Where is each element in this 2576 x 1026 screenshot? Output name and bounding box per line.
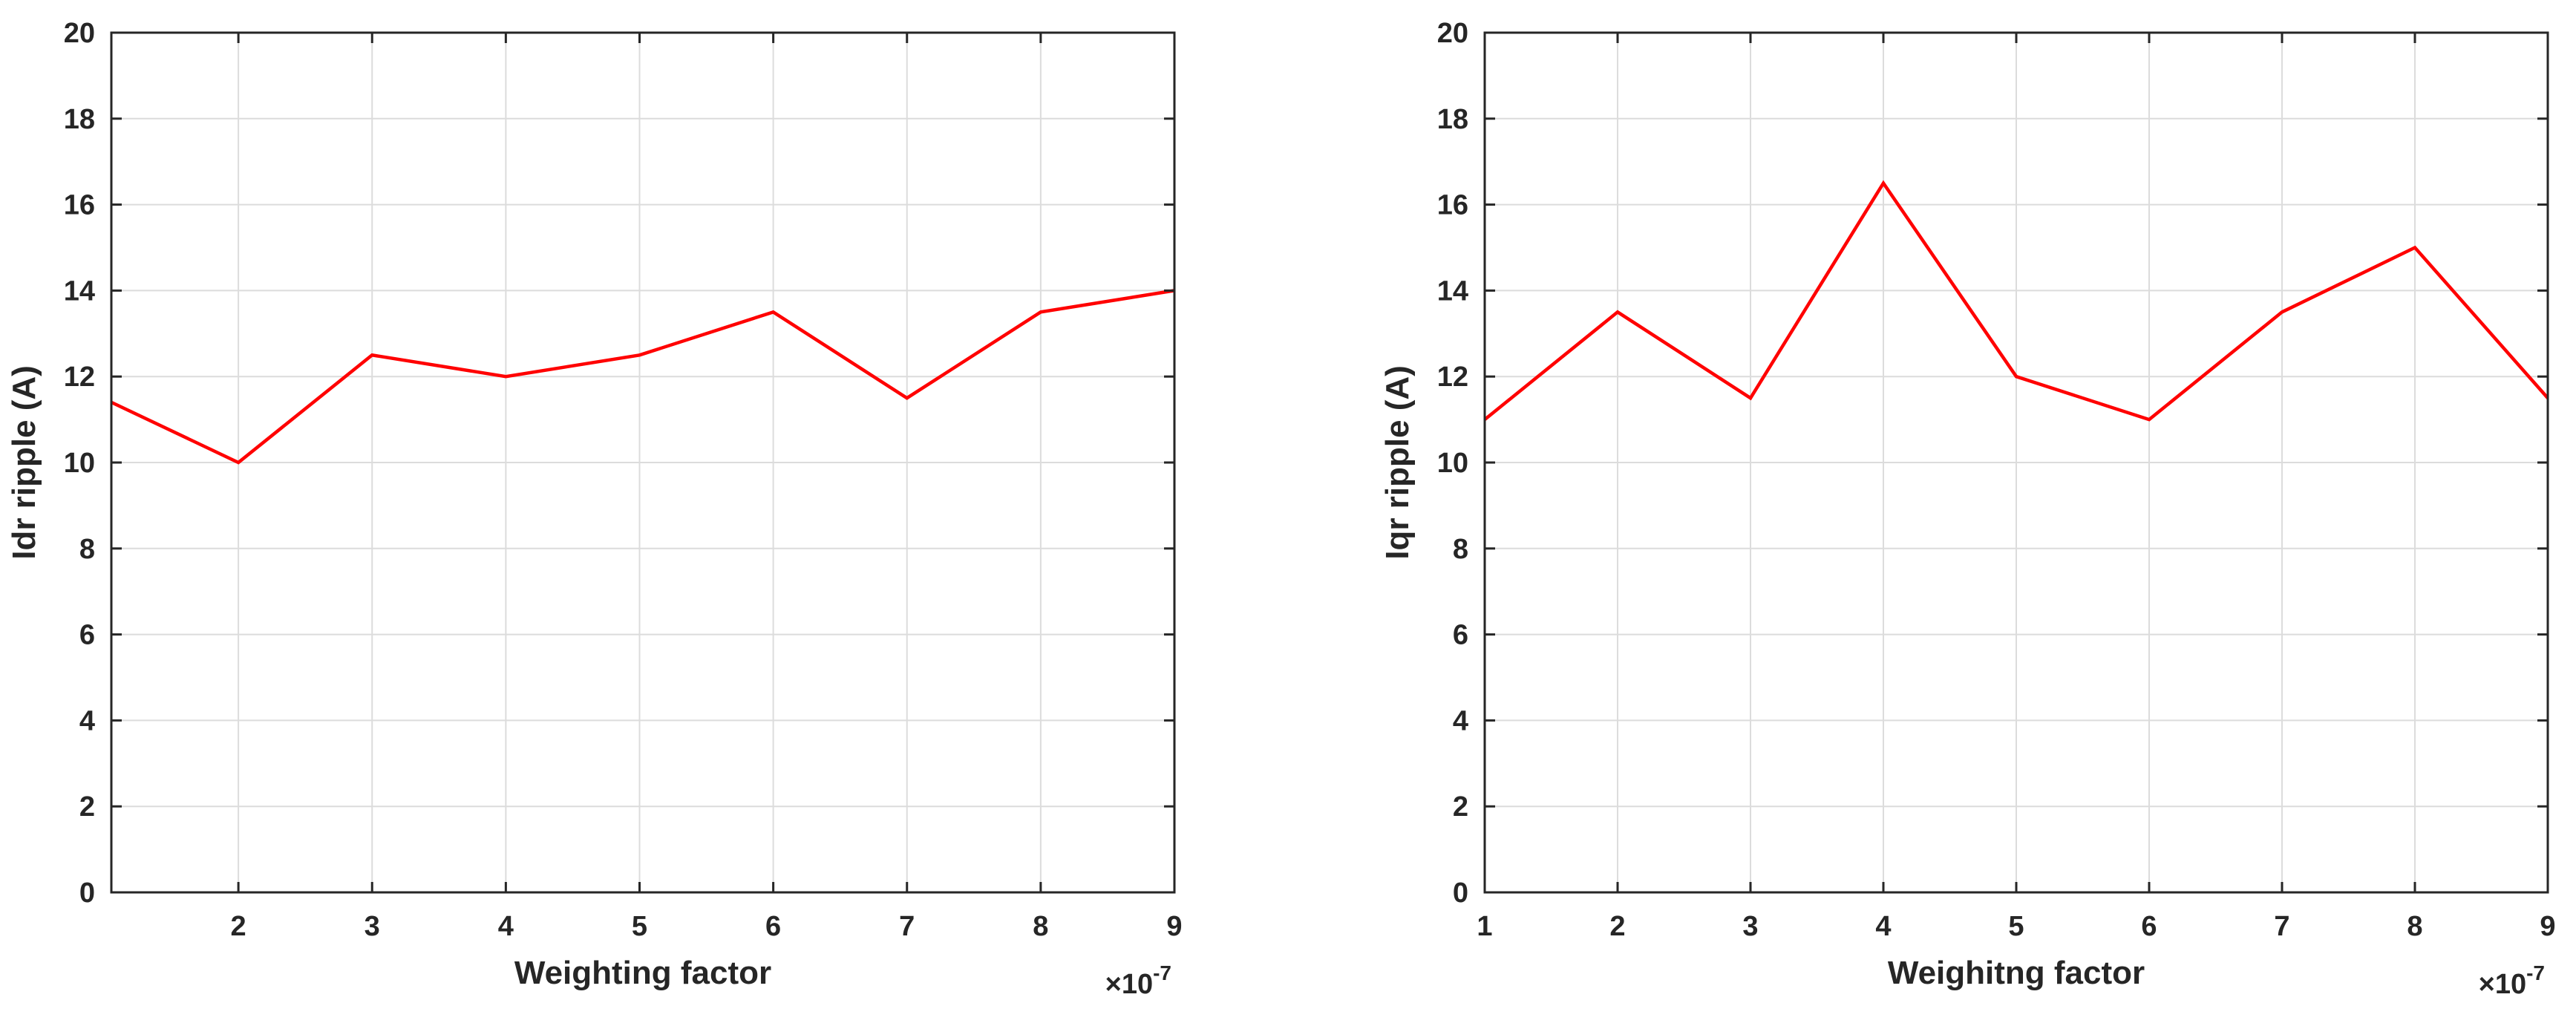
- exponent-power: -7: [1153, 961, 1171, 984]
- x-axis-label: Weighting factor: [514, 955, 771, 991]
- y-tick-label: 20: [64, 18, 95, 49]
- y-tick-label: 6: [1453, 620, 1468, 651]
- y-tick-label: 2: [1453, 791, 1468, 823]
- x-tick-label: 2: [1609, 911, 1625, 942]
- x-tick-label: 8: [1033, 911, 1048, 942]
- y-tick-label: 12: [1437, 362, 1468, 393]
- y-tick-label: 0: [1453, 878, 1468, 909]
- x-tick-label: 4: [498, 911, 514, 942]
- y-tick-label: 10: [1437, 448, 1468, 479]
- y-tick-label: 2: [79, 791, 95, 823]
- x-tick-label: 1: [1477, 911, 1492, 942]
- data-series-line: [1483, 180, 2549, 422]
- chart-idr-ripple: 2 3 4 5 6 7 8 9 0 2 4 6 8 10 12 14 16 18 20 Weighting facto…: [6, 18, 1183, 1000]
- y-tick-label: 16: [64, 190, 95, 221]
- x-tick-label: 3: [365, 911, 380, 942]
- y-tick-label: 4: [1453, 705, 1468, 736]
- y-axis-label: Iqr ripple (A): [1379, 365, 1416, 560]
- y-tick-label: 0: [79, 878, 95, 909]
- exponent-base: ×10: [1105, 969, 1153, 1000]
- x-axis-label: Weighitng factor: [1888, 955, 2145, 991]
- y-tick-label: 8: [1453, 534, 1468, 565]
- x-tick-label: 2: [231, 911, 246, 942]
- y-tick-label: 14: [1437, 275, 1468, 307]
- y-tick-label: 10: [64, 448, 95, 479]
- y-tick-label: 8: [79, 534, 95, 565]
- x-tick-label: 5: [2008, 911, 2024, 942]
- y-tick-label: 14: [64, 275, 95, 307]
- x-tick-label: 7: [899, 911, 915, 942]
- data-series-line: [111, 289, 1175, 465]
- exponent-power: -7: [2526, 961, 2545, 984]
- x-axis-exponent-label: ×10-7: [1105, 961, 1171, 1000]
- x-axis-exponent-label: ×10-7: [2479, 961, 2545, 1000]
- y-tick-label: 16: [1437, 190, 1468, 221]
- x-tick-label: 3: [1742, 911, 1758, 942]
- x-tick-label: 9: [2540, 911, 2555, 942]
- y-tick-label: 20: [1437, 18, 1468, 49]
- x-tick-label: 9: [1166, 911, 1182, 942]
- y-tick-label: 18: [64, 104, 95, 135]
- x-tick-label: 4: [1875, 911, 1891, 942]
- x-tick-label: 8: [2407, 911, 2422, 942]
- x-tick-label: 6: [765, 911, 781, 942]
- x-tick-label: 5: [632, 911, 647, 942]
- y-axis-label: Idr ripple (A): [6, 365, 42, 560]
- y-tick-label: 4: [79, 705, 95, 736]
- x-tick-label: 6: [2141, 911, 2157, 942]
- y-tick-label: 18: [1437, 104, 1468, 135]
- y-tick-label: 12: [64, 362, 95, 393]
- x-tick-label: 7: [2274, 911, 2289, 942]
- exponent-base: ×10: [2479, 969, 2526, 1000]
- y-tick-label: 6: [79, 620, 95, 651]
